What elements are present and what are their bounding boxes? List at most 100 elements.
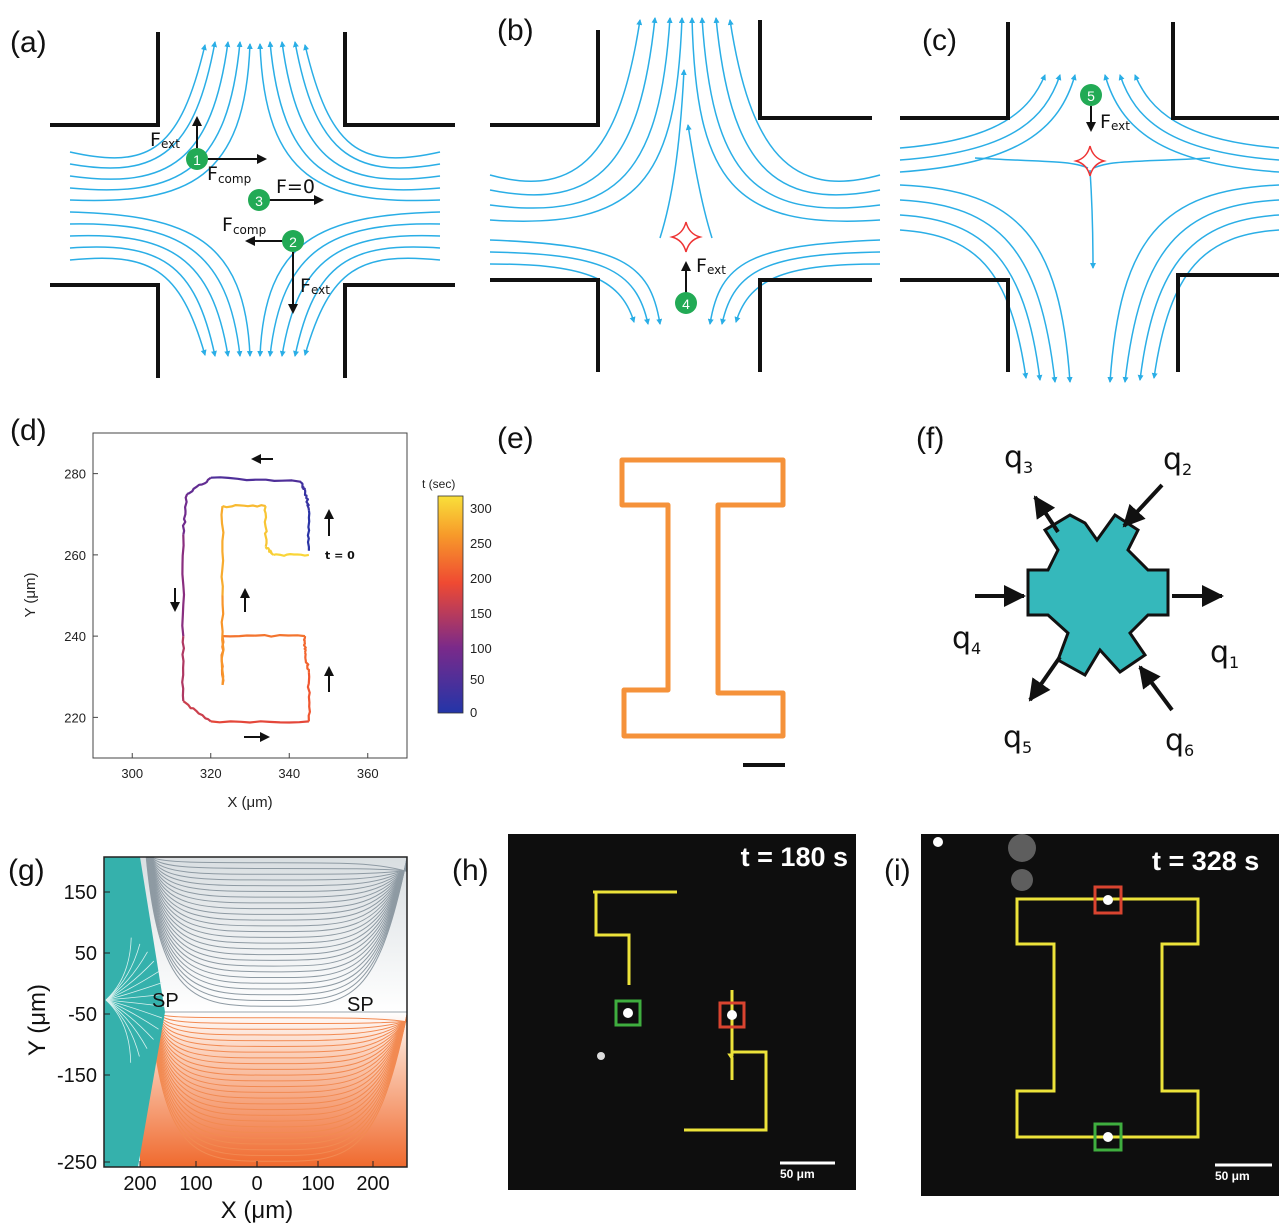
contour-line-upper [148,857,407,933]
contour-line-upper [147,857,407,973]
tracker-red-h [718,1001,746,1029]
panel-label-b: (b) [497,14,534,47]
x-axis-label-g: X (μm) [221,1197,293,1224]
panel-e: (e) [497,422,786,767]
trajectory-segment [220,595,225,685]
y-tick-label-g: 50 [75,943,97,965]
y-axis-label-g: Y (μm) [24,984,51,1056]
contour-line-lower [150,1013,407,1145]
trajectory-segment [181,493,189,535]
fext-label-2: Fext [300,275,330,297]
contour-line-upper [151,857,407,872]
teal-fan-line [105,999,163,1019]
stagnation-point-b [669,221,703,253]
plot-frame-d [92,432,408,759]
direction-arrows-d [170,454,334,742]
contour-line-lower [153,1013,407,1099]
contour-line-lower [156,1013,407,1065]
particle-i-bottom [1103,1132,1113,1142]
panel-g: (g) SP SP 200 100 0 100 20015050-50-150-250 … [8,854,408,1224]
panel-f: (f) q1 q2 q3 q4 q5 q6 [916,422,1239,760]
path-h-right [684,990,768,1132]
contour-line-lower [153,1013,407,1105]
contour-line-lower [155,1013,407,1076]
contour-line-upper [148,857,407,944]
channel-walls-b [490,20,872,372]
flow-arrows-f [975,483,1224,712]
teal-fan-lines [105,937,164,1063]
svg-text:2: 2 [289,234,297,250]
y-tick-label-g: -50 [68,1004,97,1026]
q2-label: q2 [1163,442,1192,479]
trajectory-segment [302,636,307,653]
contour-line-upper [147,857,407,961]
sp-label-right: SP [347,994,374,1016]
trajectory-segment [181,635,185,702]
trajectory-segment [303,652,310,673]
q4-label: q4 [952,621,981,658]
trajectory-segment [222,504,266,509]
panel-label-i: (i) [884,854,911,887]
contour-line-upper [149,857,407,921]
y-axis-label-d: Y (μm) [22,572,39,617]
panel-label-a: (a) [10,26,47,59]
svg-text:150: 150 [470,606,492,621]
particle-h-right [727,1010,737,1020]
panel-label-f: (f) [916,422,944,455]
contour-line-upper [150,857,407,887]
q5-label: q5 [1003,720,1032,757]
trajectory-segment [273,552,310,557]
contour-line-upper [148,857,407,938]
contour-line-upper [151,857,407,872]
x-tick-label-d: 320 [200,766,222,781]
contour-line-lower [156,1013,407,1059]
svg-text:300: 300 [470,501,492,516]
scale-label-h: 50 μm [780,1167,815,1181]
micrograph-h [508,834,856,1190]
tracker-green-h [614,999,642,1027]
svg-text:50: 50 [470,672,484,687]
contour-line-upper [150,857,407,875]
panel-label-h: (h) [452,854,489,887]
scale-label-i: 50 μm [1215,1169,1250,1183]
sp-label-left: SP [152,990,179,1012]
trajectory-segment [210,720,309,724]
fext-label-5: Fext [1100,111,1130,133]
timestamp-i: t = 328 s [1152,846,1259,876]
teal-fan-line [105,999,164,1007]
q6-label: q6 [1165,723,1194,760]
y-tick-label-d: 220 [64,710,86,725]
trajectory-segment [182,700,212,723]
stray-particle-h [597,1052,605,1060]
trajectory-segment [303,489,310,511]
contour-line-lower [152,1013,407,1128]
q3-label: q3 [1004,440,1033,477]
trajectory-segment [264,546,275,556]
teal-fan-line [105,951,148,1001]
x-tick-label-g: 0 [251,1173,262,1195]
particle-i-top [1103,895,1113,905]
teal-fan-line [105,999,154,1040]
trajectory-segment [222,633,306,638]
x-tick-label-g: 200 [123,1173,156,1195]
contour-line-lower [159,1013,407,1023]
contour-line-upper [147,857,407,950]
svg-text:200: 200 [470,571,492,586]
x-tick-label-g: 100 [179,1173,212,1195]
particle-3: 3 [248,189,270,211]
particle-2: 2 [282,230,304,252]
colorbar [437,495,464,714]
trajectory-segment [210,476,302,483]
teal-fan-line [105,999,159,1030]
fzero-label: F=0 [276,176,315,198]
x-tick-label-d: 300 [121,766,143,781]
q1-label: q1 [1210,635,1239,672]
contour-line-upper [149,857,407,904]
panel-c: (c) 5 [899,22,1279,383]
svg-text:100: 100 [470,641,492,656]
i-trajectory [619,457,786,739]
contour-line-lower [158,1013,407,1024]
x-tick-label-g: 100 [301,1173,334,1195]
teal-fan-line [105,971,159,1001]
trajectory-segment [306,510,311,551]
